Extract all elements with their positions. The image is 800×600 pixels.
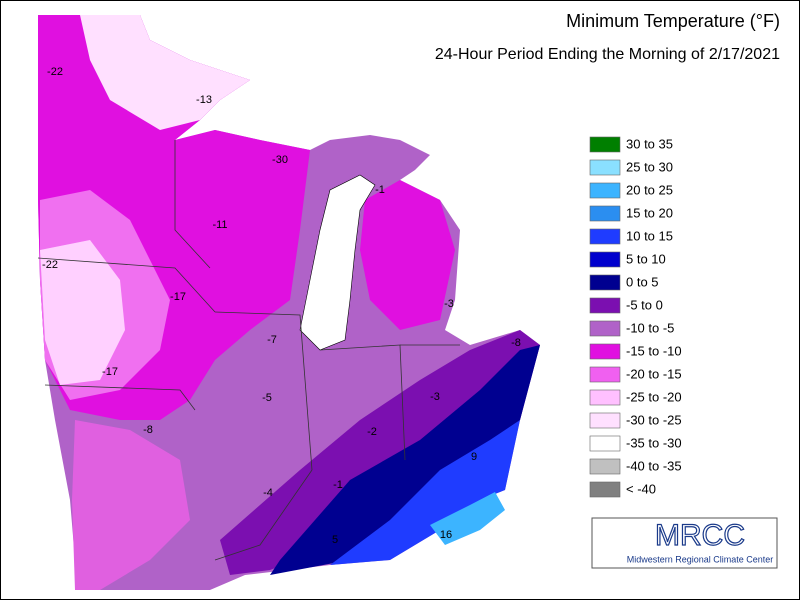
legend-swatch bbox=[589, 320, 621, 337]
station-label: -4 bbox=[263, 487, 273, 499]
map bbox=[37, 15, 540, 590]
legend-label: -25 to -20 bbox=[626, 389, 682, 404]
subtitle: 24-Hour Period Ending the Morning of 2/1… bbox=[435, 46, 780, 63]
legend-swatch bbox=[589, 458, 621, 475]
legend-label: 10 to 15 bbox=[626, 228, 673, 243]
legend-label: 25 to 30 bbox=[626, 159, 673, 174]
station-label: 9 bbox=[471, 451, 477, 463]
legend-label: 15 to 20 bbox=[626, 205, 673, 220]
station-label: -8 bbox=[511, 337, 521, 349]
region-michigan bbox=[360, 180, 455, 330]
logo-box bbox=[591, 517, 778, 569]
station-label: -1 bbox=[333, 479, 343, 491]
legend-label: -40 to -35 bbox=[626, 458, 682, 473]
legend-label: -5 to 0 bbox=[626, 297, 663, 312]
border bbox=[174, 140, 211, 269]
legend-label: -30 to -25 bbox=[626, 412, 682, 427]
logo-full-name: Midwestern Regional Climate Center bbox=[627, 554, 774, 564]
station-label: -30 bbox=[272, 154, 288, 166]
station-label: 16 bbox=[440, 529, 452, 541]
legend-label: -35 to -30 bbox=[626, 435, 682, 450]
title: Minimum Temperature (°F) bbox=[566, 11, 780, 31]
region-dark-violet bbox=[220, 330, 540, 575]
station-label: -8 bbox=[143, 424, 153, 436]
legend-label: -15 to -10 bbox=[626, 343, 682, 358]
station-labels: -22 -13 -30 -11 -22 -17 -17 -7 -5 -8 -4 -1 5 16 9 -2 -3 -… bbox=[42, 66, 521, 546]
station-label: -22 bbox=[47, 66, 63, 78]
legend-swatch bbox=[589, 251, 621, 268]
legend-swatch bbox=[589, 389, 621, 406]
region-sky bbox=[430, 492, 505, 545]
station-label: -3 bbox=[444, 298, 454, 310]
legend-label: 5 to 10 bbox=[626, 251, 666, 266]
legend: 30 to 35 25 to 30 20 to 25 15 to 20 10 to 15… bbox=[589, 136, 682, 498]
border bbox=[44, 384, 196, 411]
legend-swatch bbox=[589, 159, 621, 176]
legend-label: -20 to -15 bbox=[626, 366, 682, 381]
region-light-pink bbox=[40, 240, 125, 385]
station-label: -7 bbox=[267, 334, 277, 346]
station-label: -17 bbox=[170, 291, 186, 303]
station-label: -13 bbox=[196, 94, 212, 106]
station-label: -11 bbox=[212, 219, 227, 231]
legend-swatch bbox=[589, 182, 621, 199]
border bbox=[37, 257, 216, 313]
legend-label: < -40 bbox=[626, 481, 656, 496]
legend-label: 30 to 35 bbox=[626, 136, 673, 151]
border bbox=[214, 469, 313, 561]
legend-swatch bbox=[589, 481, 621, 498]
station-label: -3 bbox=[430, 391, 440, 403]
region-north bbox=[80, 15, 250, 130]
station-label: -1 bbox=[375, 184, 385, 196]
legend-swatch bbox=[589, 412, 621, 429]
station-label: -17 bbox=[102, 366, 118, 378]
legend-swatch bbox=[589, 366, 621, 383]
station-label: 5 bbox=[332, 534, 338, 546]
legend-swatch bbox=[589, 136, 621, 153]
region-south-magenta bbox=[72, 420, 190, 590]
station-label: -5 bbox=[262, 392, 272, 404]
legend-swatch bbox=[589, 343, 621, 360]
station-label: -2 bbox=[367, 426, 377, 438]
legend-swatch bbox=[589, 205, 621, 222]
legend-label: 20 to 25 bbox=[626, 182, 673, 197]
legend-swatch bbox=[589, 297, 621, 314]
state-borders bbox=[37, 140, 460, 561]
border bbox=[214, 311, 313, 471]
logo-name: MRCC bbox=[655, 519, 745, 552]
logo: MRCC Midwestern Regional Climate Center bbox=[591, 517, 778, 569]
station-label: -22 bbox=[42, 259, 58, 271]
legend-label: -10 to -5 bbox=[626, 320, 674, 335]
legend-swatch bbox=[589, 228, 621, 245]
legend-label: 0 to 5 bbox=[626, 274, 659, 289]
legend-swatch bbox=[589, 435, 621, 452]
region-blue bbox=[330, 420, 520, 565]
legend-swatch bbox=[589, 274, 621, 291]
lake-michigan bbox=[299, 174, 376, 351]
